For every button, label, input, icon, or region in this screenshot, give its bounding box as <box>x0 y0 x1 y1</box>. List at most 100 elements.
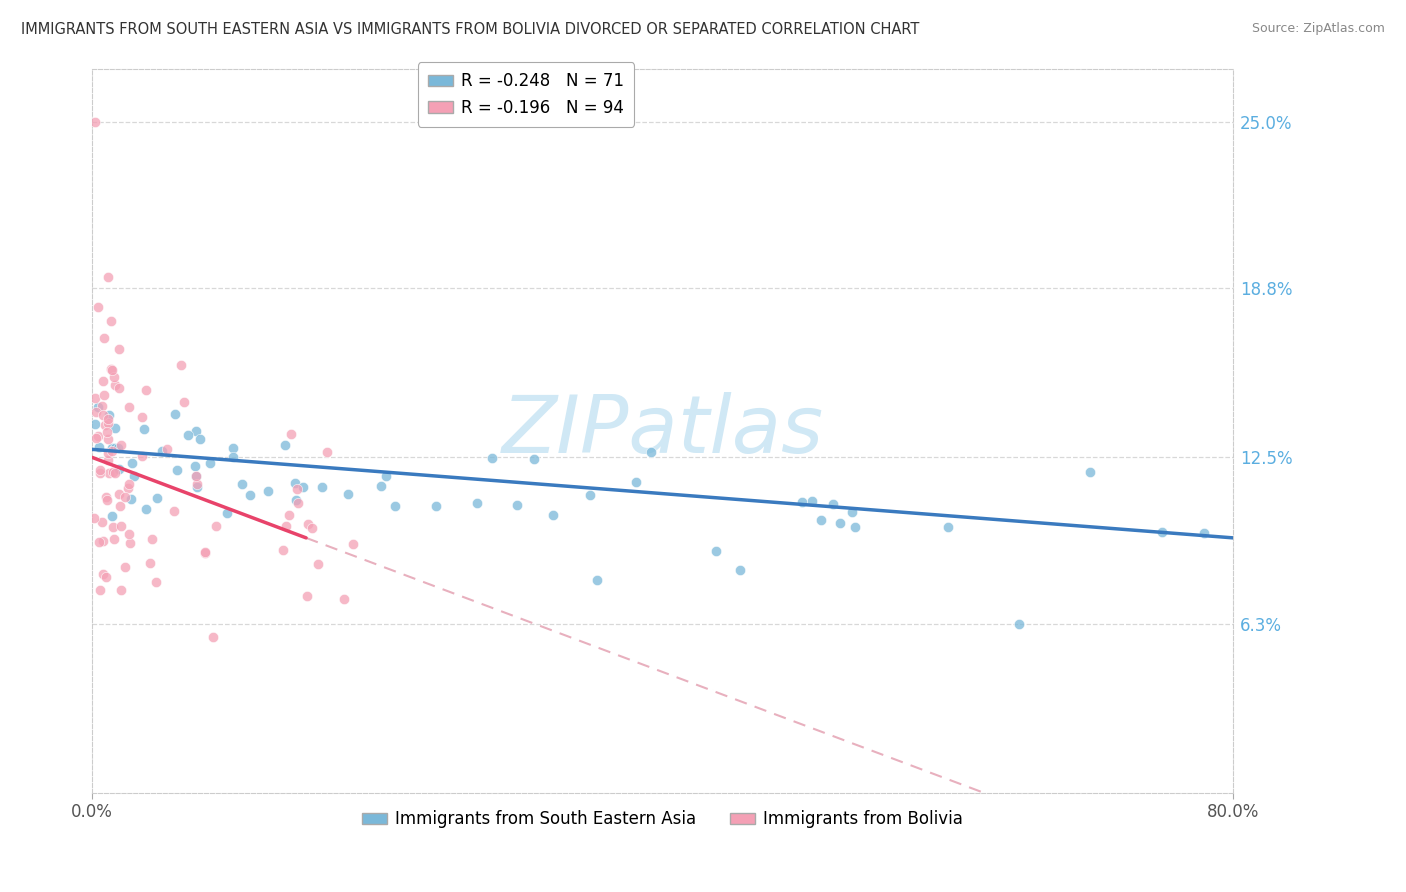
Point <box>285 492 308 507</box>
Point <box>91 533 114 548</box>
Point <box>83 510 105 524</box>
Point <box>121 456 143 470</box>
Point <box>97 466 120 480</box>
Point <box>145 574 167 589</box>
Point <box>295 589 318 603</box>
Point <box>104 421 127 435</box>
Point <box>844 520 866 534</box>
Point <box>163 407 186 421</box>
Point <box>135 502 157 516</box>
Point <box>204 518 226 533</box>
Point <box>215 506 238 520</box>
Point <box>823 497 845 511</box>
Legend: Immigrants from South Eastern Asia, Immigrants from Bolivia: Immigrants from South Eastern Asia, Immi… <box>356 804 970 835</box>
Point <box>810 513 832 527</box>
Point <box>141 532 163 546</box>
Point <box>114 490 136 504</box>
Point <box>131 449 153 463</box>
Point <box>120 536 142 550</box>
Point <box>110 518 132 533</box>
Point <box>107 342 129 356</box>
Point <box>100 443 122 458</box>
Point <box>271 542 294 557</box>
Point <box>202 630 225 644</box>
Point <box>96 490 118 504</box>
Point <box>89 463 111 477</box>
Point <box>150 444 173 458</box>
Point <box>100 441 122 455</box>
Point <box>231 476 253 491</box>
Point <box>91 399 114 413</box>
Point <box>505 499 527 513</box>
Point <box>274 519 297 533</box>
Point <box>84 431 107 445</box>
Point <box>96 492 118 507</box>
Point <box>374 469 396 483</box>
Point <box>1150 525 1173 540</box>
Point <box>97 270 120 285</box>
Point <box>87 300 110 314</box>
Point <box>97 446 120 460</box>
Point <box>186 476 208 491</box>
Point <box>640 445 662 459</box>
Point <box>96 569 118 583</box>
Point <box>97 412 120 426</box>
Point <box>134 422 156 436</box>
Point <box>163 504 186 518</box>
Point <box>332 592 354 607</box>
Point <box>342 537 364 551</box>
Point <box>104 442 127 456</box>
Point <box>277 508 299 522</box>
Point <box>186 424 208 438</box>
Point <box>103 532 125 546</box>
Point <box>91 374 114 388</box>
Point <box>97 416 120 430</box>
Point <box>1080 465 1102 479</box>
Point <box>384 499 406 513</box>
Point <box>156 442 179 456</box>
Text: Source: ZipAtlas.com: Source: ZipAtlas.com <box>1251 22 1385 36</box>
Point <box>84 417 107 432</box>
Point <box>523 452 546 467</box>
Point <box>256 484 278 499</box>
Point <box>131 410 153 425</box>
Point <box>86 428 108 442</box>
Point <box>585 573 607 587</box>
Point <box>89 582 111 597</box>
Point <box>790 495 813 509</box>
Point <box>1008 616 1031 631</box>
Point <box>221 442 243 456</box>
Point <box>624 475 647 489</box>
Point <box>90 515 112 529</box>
Point <box>108 380 131 394</box>
Point <box>122 469 145 483</box>
Point <box>170 358 193 372</box>
Point <box>936 520 959 534</box>
Point <box>108 500 131 514</box>
Point <box>100 508 122 523</box>
Point <box>89 535 111 549</box>
Point <box>100 314 122 328</box>
Point <box>183 459 205 474</box>
Point <box>89 466 111 480</box>
Point <box>118 527 141 541</box>
Point <box>425 500 447 514</box>
Point <box>84 115 107 129</box>
Text: IMMIGRANTS FROM SOUTH EASTERN ASIA VS IMMIGRANTS FROM BOLIVIA DIVORCED OR SEPARA: IMMIGRANTS FROM SOUTH EASTERN ASIA VS IM… <box>21 22 920 37</box>
Point <box>315 445 337 459</box>
Point <box>104 378 127 392</box>
Point <box>194 546 217 560</box>
Point <box>287 496 309 510</box>
Point <box>311 480 333 494</box>
Point <box>177 428 200 442</box>
Point <box>91 409 114 423</box>
Point <box>186 469 208 483</box>
Point <box>110 582 132 597</box>
Point <box>173 395 195 409</box>
Point <box>481 450 503 465</box>
Point <box>84 391 107 405</box>
Point <box>101 466 124 480</box>
Point <box>84 405 107 419</box>
Point <box>100 361 122 376</box>
Point <box>86 401 108 415</box>
